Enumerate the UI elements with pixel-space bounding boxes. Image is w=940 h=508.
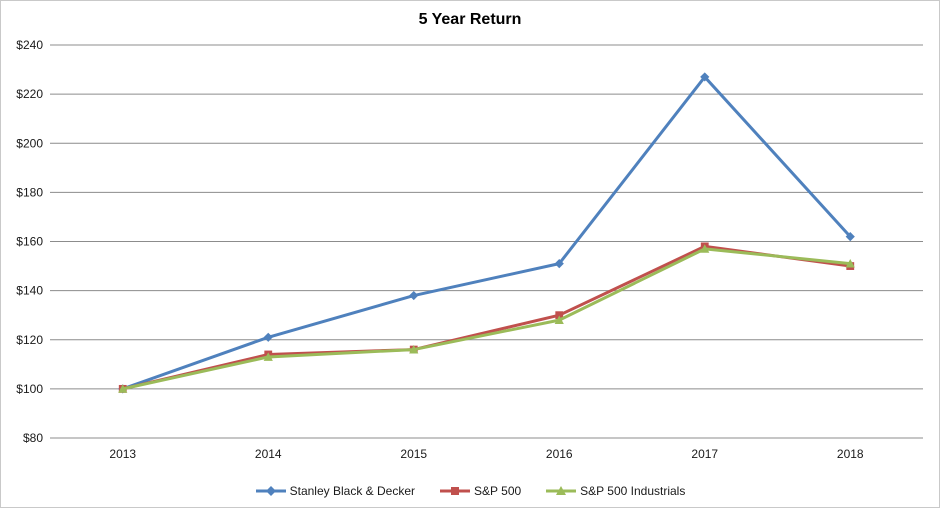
y-axis-tick-label: $200 <box>16 136 43 150</box>
legend-marker-square-icon <box>440 487 471 495</box>
legend-item-s-p-500-industrials: S&P 500 Industrials <box>545 484 685 498</box>
y-axis-tick-label: $120 <box>16 333 43 347</box>
legend-item-stanley-black-decker: Stanley Black & Decker <box>255 484 415 498</box>
data-point-marker <box>409 344 419 354</box>
x-axis-tick-label: 2017 <box>691 447 718 461</box>
series-line <box>121 75 852 391</box>
x-axis-tick-label: 2014 <box>255 447 282 461</box>
data-point-marker <box>700 244 710 253</box>
y-axis-tick-label: $180 <box>16 185 43 199</box>
x-axis-tick-label: 2015 <box>400 447 427 461</box>
x-axis-tick-label: 2016 <box>546 447 573 461</box>
data-point-marker <box>263 352 273 361</box>
data-point-marker <box>845 231 855 242</box>
data-point-marker <box>554 259 564 269</box>
data-point-marker <box>845 259 855 268</box>
legend-label: S&P 500 Industrials <box>580 484 686 498</box>
series-line <box>121 244 852 391</box>
data-point-marker <box>554 315 564 325</box>
y-axis-tick-label: $80 <box>23 431 43 445</box>
y-axis-tick-label: $100 <box>16 382 43 396</box>
data-point-marker <box>263 332 273 342</box>
legend-label: Stanley Black & Decker <box>289 484 416 498</box>
legend-marker-triangle-icon <box>546 486 577 495</box>
y-axis-tick-label: $220 <box>16 87 43 101</box>
legend-label: S&P 500 <box>474 484 522 498</box>
y-axis-tick-label: $240 <box>16 38 43 52</box>
data-point-marker <box>555 311 564 320</box>
x-axis-tick-label: 2013 <box>109 447 136 461</box>
y-axis-tick-label: $160 <box>16 235 43 249</box>
chart-title: 5 Year Return <box>418 11 522 28</box>
y-axis-tick-label: $140 <box>16 284 43 298</box>
data-point-marker <box>118 384 128 393</box>
data-point-marker <box>700 72 710 82</box>
series-line <box>121 247 852 391</box>
legend: Stanley Black & Decker S&P 500 S&P 500 Ind… <box>1 484 939 498</box>
x-axis-tick-label: 2018 <box>837 447 864 461</box>
legend-item-s-p-500: S&P 500 <box>439 484 521 498</box>
data-point-marker <box>409 290 419 301</box>
legend-marker-diamond-icon <box>255 486 286 496</box>
